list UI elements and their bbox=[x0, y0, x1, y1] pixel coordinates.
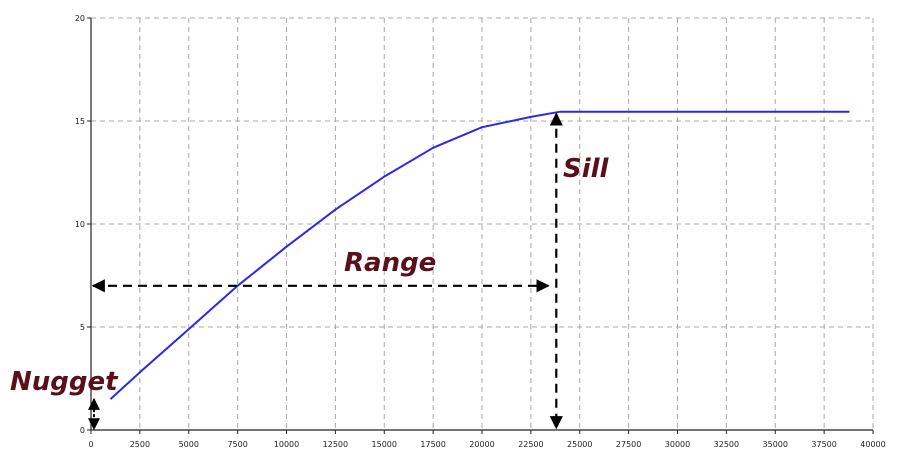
series-group bbox=[109, 110, 850, 400]
y-tick-label: 5 bbox=[80, 323, 85, 332]
x-tick-label: 10000 bbox=[274, 440, 299, 449]
x-tick-label: 35000 bbox=[763, 440, 788, 449]
annotations: Nugget Range Sill bbox=[10, 112, 610, 431]
x-tick-label: 20000 bbox=[469, 440, 494, 449]
x-tick-label: 5000 bbox=[179, 440, 199, 449]
x-tick-labels: 0 2500 5000 7500 10000 12500 15000 17500 20000 22… bbox=[88, 430, 886, 449]
x-tick-label: 32500 bbox=[714, 440, 739, 449]
x-tick-label: 12500 bbox=[323, 440, 348, 449]
y-tick-label: 0 bbox=[80, 426, 85, 435]
y-tick-label: 10 bbox=[75, 220, 85, 229]
sill-label: Sill bbox=[563, 154, 610, 184]
y-tick-label: 20 bbox=[75, 14, 85, 23]
x-tick-label: 15000 bbox=[372, 440, 397, 449]
grid-lines bbox=[91, 17, 874, 430]
x-tick-label: 17500 bbox=[420, 440, 445, 449]
x-tick-label: 7500 bbox=[227, 440, 247, 449]
nugget-label: Nugget bbox=[10, 367, 119, 397]
series-line bbox=[109, 110, 850, 400]
x-tick-label: 2500 bbox=[130, 440, 150, 449]
range-label: Range bbox=[344, 248, 436, 278]
x-tick-label: 30000 bbox=[665, 440, 690, 449]
x-tick-label: 22500 bbox=[518, 440, 543, 449]
x-tick-label: 40000 bbox=[860, 440, 885, 449]
x-tick-label: 27500 bbox=[616, 440, 641, 449]
y-tick-label: 15 bbox=[75, 117, 85, 126]
x-tick-label: 0 bbox=[88, 440, 93, 449]
x-tick-label: 25000 bbox=[567, 440, 592, 449]
x-tick-label: 37500 bbox=[811, 440, 836, 449]
